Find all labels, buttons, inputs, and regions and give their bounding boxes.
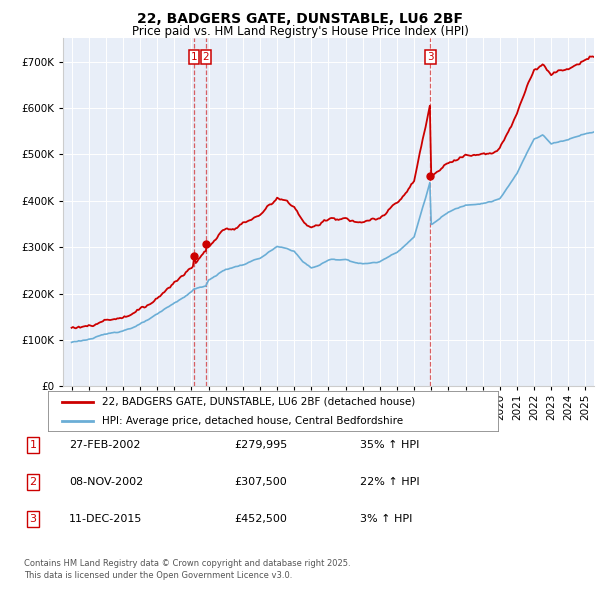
Text: 35% ↑ HPI: 35% ↑ HPI [360, 440, 419, 450]
Text: 22, BADGERS GATE, DUNSTABLE, LU6 2BF: 22, BADGERS GATE, DUNSTABLE, LU6 2BF [137, 12, 463, 26]
Text: Price paid vs. HM Land Registry's House Price Index (HPI): Price paid vs. HM Land Registry's House … [131, 25, 469, 38]
Text: 2: 2 [203, 52, 209, 62]
Text: £452,500: £452,500 [234, 514, 287, 524]
Text: 1: 1 [191, 52, 197, 62]
Text: 11-DEC-2015: 11-DEC-2015 [69, 514, 142, 524]
Text: 27-FEB-2002: 27-FEB-2002 [69, 440, 140, 450]
Text: 3% ↑ HPI: 3% ↑ HPI [360, 514, 412, 524]
Text: This data is licensed under the Open Government Licence v3.0.: This data is licensed under the Open Gov… [24, 571, 292, 579]
Text: £279,995: £279,995 [234, 440, 287, 450]
Text: 3: 3 [29, 514, 37, 524]
Text: 3: 3 [427, 52, 434, 62]
Text: 22, BADGERS GATE, DUNSTABLE, LU6 2BF (detached house): 22, BADGERS GATE, DUNSTABLE, LU6 2BF (de… [102, 397, 415, 407]
Text: 22% ↑ HPI: 22% ↑ HPI [360, 477, 419, 487]
Text: HPI: Average price, detached house, Central Bedfordshire: HPI: Average price, detached house, Cent… [102, 416, 403, 425]
Text: 2: 2 [29, 477, 37, 487]
Text: 1: 1 [29, 440, 37, 450]
Text: £307,500: £307,500 [234, 477, 287, 487]
Text: 08-NOV-2002: 08-NOV-2002 [69, 477, 143, 487]
Text: Contains HM Land Registry data © Crown copyright and database right 2025.: Contains HM Land Registry data © Crown c… [24, 559, 350, 568]
